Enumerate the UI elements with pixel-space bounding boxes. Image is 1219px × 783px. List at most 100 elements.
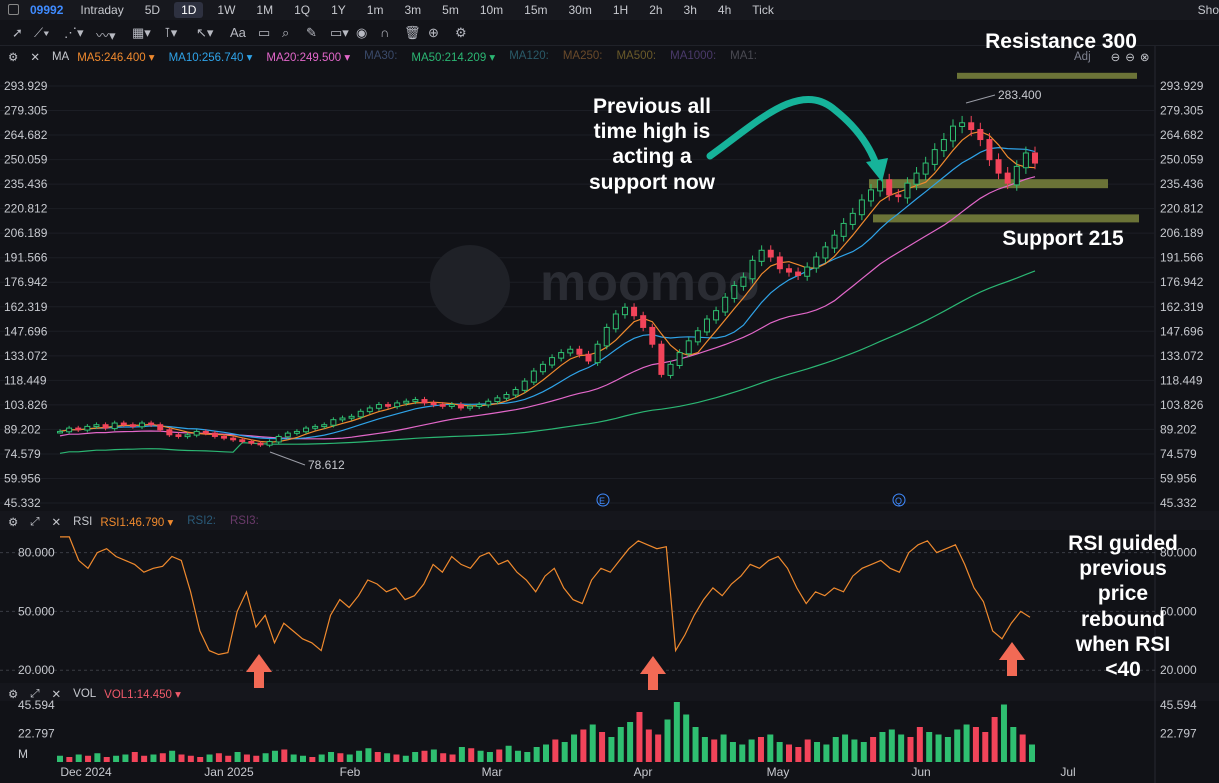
rsi-value[interactable]: RSI2:	[187, 515, 216, 527]
expand-icon[interactable]: ⤢	[30, 515, 40, 528]
candle	[312, 425, 319, 429]
timeframe-1w[interactable]: 1W	[217, 3, 236, 17]
ma-value[interactable]: MA250:	[562, 50, 603, 62]
timeframe-3h[interactable]: 3h	[683, 3, 697, 17]
minus-icon[interactable]: ⊖	[1110, 52, 1121, 64]
trash-icon[interactable]: 🗑	[404, 25, 421, 40]
text-tool-icon[interactable]: Aa	[230, 25, 246, 40]
volume-bar	[683, 714, 690, 762]
rsi-value[interactable]: RSI3:	[230, 515, 259, 527]
price-tick-left: 279.305	[4, 104, 48, 118]
visibility-icon[interactable]: ◉	[356, 25, 368, 40]
ma-value[interactable]: MA500:	[616, 50, 657, 62]
zoom-icon[interactable]: ⌕	[282, 25, 290, 40]
candle	[612, 313, 619, 330]
volume-bar	[786, 744, 792, 762]
timeframe-1m[interactable]: 1m	[366, 3, 384, 17]
vol-indicator-row: ⚙ ⤢ ✕ VOL VOL1:14.450 ▾	[8, 685, 209, 703]
volume-bar	[814, 742, 821, 762]
vol-label[interactable]: VOL	[73, 688, 97, 700]
close-icon[interactable]: ✕	[51, 689, 62, 701]
timeframe-2h[interactable]: 2h	[649, 3, 663, 17]
ticker-symbol[interactable]: 09992	[30, 3, 64, 17]
callout-arrow	[706, 96, 882, 174]
volume-bar	[309, 757, 316, 762]
vol-value[interactable]: VOL1:14.450 ▾	[104, 689, 181, 701]
ma-label[interactable]: MA	[51, 51, 70, 63]
timeframe-intraday[interactable]: Intraday	[80, 3, 124, 17]
price-tick-left: 162.319	[4, 300, 48, 314]
price-tick-right: 118.449	[1160, 373, 1203, 387]
ma50-line	[59, 270, 1036, 454]
layout-toggle[interactable]	[8, 4, 19, 15]
line-tool-icon[interactable]: ⟋▾	[34, 25, 50, 40]
ma-value[interactable]: MA120:	[509, 50, 549, 62]
ma-value[interactable]: MA20:249.500 ▾	[266, 52, 351, 64]
candle	[385, 404, 392, 407]
arrow-tool-icon[interactable]: ↖▾	[196, 25, 214, 40]
volume-bar	[767, 734, 774, 762]
volume-bar	[85, 755, 92, 762]
x-axis-label: May	[767, 765, 790, 779]
cursor-icon[interactable]: ➚	[12, 25, 23, 40]
candle	[157, 424, 164, 431]
minus-icon[interactable]: ⊖	[1125, 52, 1135, 64]
measure-tool-icon[interactable]: ⊺▾	[164, 25, 178, 40]
show-menu[interactable]: Sho	[1197, 3, 1219, 17]
timeframe-4h[interactable]: 4h	[717, 3, 732, 17]
timeframe-5d[interactable]: 5D	[144, 3, 161, 17]
ma-value[interactable]: MA5:246.400 ▾	[77, 52, 155, 64]
volume-bar	[926, 732, 933, 762]
settings-icon[interactable]: ⚙	[455, 25, 467, 40]
candle	[512, 388, 519, 396]
wave-tool-icon[interactable]: 〰▾	[96, 28, 116, 43]
ma-value[interactable]: MA1000:	[670, 50, 717, 62]
settings-icon[interactable]: ⚙	[8, 52, 19, 64]
close-icon[interactable]: ✕	[51, 517, 62, 529]
candle	[93, 424, 100, 428]
x-axis-label: Apr	[634, 765, 653, 779]
ma-value[interactable]: MA1:	[730, 50, 757, 62]
ma-value[interactable]: MA50:214.209 ▾	[411, 52, 496, 64]
ma-value[interactable]: MA10:256.740 ▾	[168, 52, 253, 64]
candle	[457, 404, 464, 409]
timeframe-1d[interactable]: 1D	[174, 2, 204, 18]
close-icon[interactable]: ⊗	[1139, 52, 1150, 64]
ma-value[interactable]: MA30:	[364, 50, 398, 62]
channel-tool-icon[interactable]: ⋰▾	[64, 25, 84, 40]
grid-tool-icon[interactable]: ▦▾	[132, 25, 151, 40]
rsi-value[interactable]: RSI1:46.790 ▾	[100, 517, 174, 529]
volume-bar	[458, 747, 465, 762]
timeframe-1y[interactable]: 1Y	[331, 3, 346, 17]
candle	[785, 268, 792, 273]
timeframe-10m[interactable]: 10m	[479, 3, 504, 17]
adj-label[interactable]: Adj	[1074, 51, 1091, 63]
timeframe-3m[interactable]: 3m	[404, 3, 422, 17]
volume-bar	[954, 729, 961, 762]
timeframe-1h[interactable]: 1H	[612, 3, 629, 17]
volume-bar	[757, 737, 764, 762]
timeframe-5m[interactable]: 5m	[442, 3, 459, 17]
rsi-header-bg	[0, 511, 1219, 530]
timeframe-tick[interactable]: Tick	[752, 3, 774, 17]
settings-icon[interactable]: ⚙	[8, 689, 19, 701]
shapes-icon[interactable]: ▭▾	[330, 25, 349, 40]
brush-icon[interactable]: ✎	[306, 25, 317, 40]
rsi-label[interactable]: RSI	[73, 516, 93, 528]
timeframe-30m[interactable]: 30m	[568, 3, 592, 17]
rsi-rebound-arrow	[999, 642, 1025, 676]
timeframe-1m[interactable]: 1M	[256, 3, 274, 17]
sync-icon[interactable]: ⊕	[428, 25, 439, 40]
timeframe-15m[interactable]: 15m	[524, 3, 548, 17]
volume-bar	[1000, 704, 1007, 762]
settings-icon[interactable]: ⚙	[8, 517, 19, 529]
rsi-tick-right: 50.000	[1160, 604, 1197, 618]
close-icon[interactable]: ✕	[30, 52, 40, 64]
comment-icon[interactable]: ▭	[258, 25, 271, 40]
volume-bar	[870, 737, 877, 762]
price-tick-left: 118.449	[4, 373, 47, 387]
timeframe-1q[interactable]: 1Q	[294, 3, 311, 17]
magnet-icon[interactable]: ∩	[380, 25, 390, 40]
expand-icon[interactable]: ⤢	[30, 687, 40, 700]
